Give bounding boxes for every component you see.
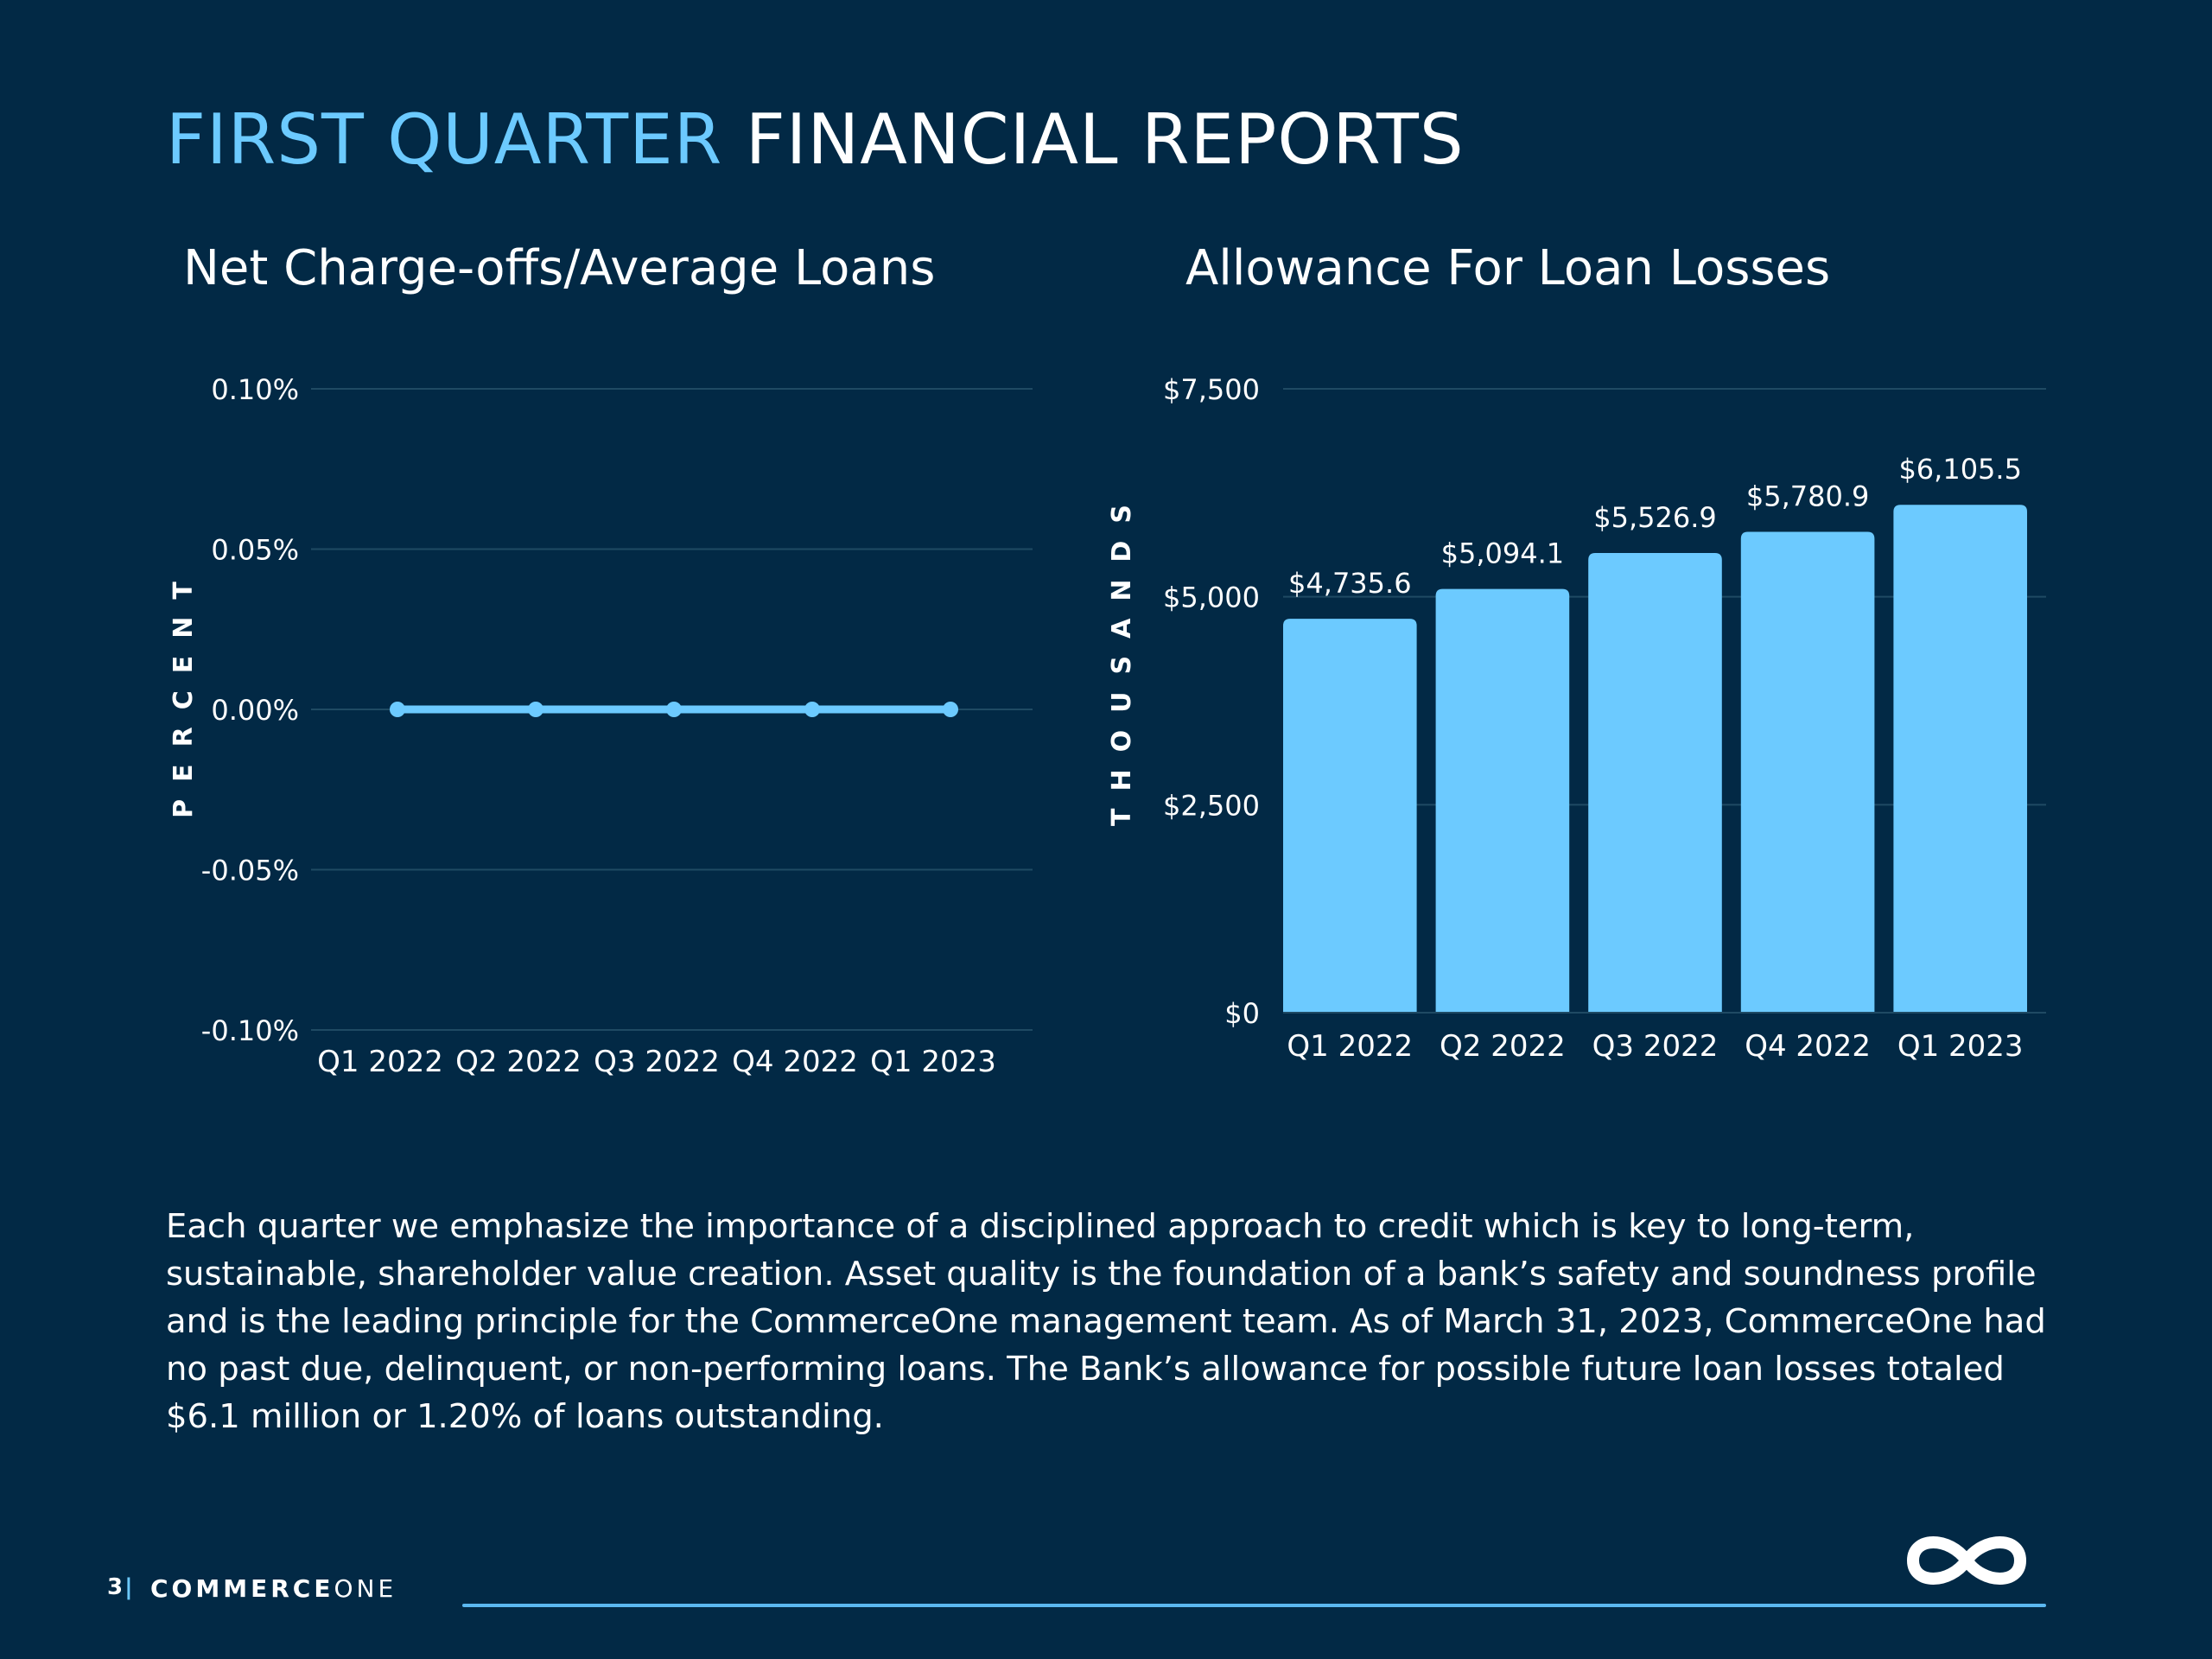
brand-bold: COMMERCE	[150, 1574, 334, 1603]
page-title-accent: FIRST QUARTER	[166, 99, 723, 180]
line-chart-x-tick-label: Q3 2022	[594, 1045, 720, 1079]
line-chart-point	[666, 702, 682, 717]
line-chart-x-tick-label: Q1 2023	[870, 1045, 996, 1079]
bar-chart-data-label: $5,094.1	[1441, 537, 1565, 570]
bar-chart-data-label: $5,780.9	[1746, 480, 1870, 512]
bar-chart-bar	[1435, 588, 1570, 1013]
bar-chart-data-label: $5,526.9	[1593, 501, 1717, 534]
line-chart-y-tick-label: 0.05%	[211, 534, 299, 567]
bar-chart-y-tick-label: $7,500	[1163, 373, 1260, 406]
bar-chart-data-label: $6,105.5	[1898, 453, 2022, 486]
line-chart-point	[943, 702, 958, 717]
infinity-icon	[1906, 1536, 2027, 1585]
line-chart-y-axis-label: PERCENT	[168, 564, 199, 818]
bar-chart-bar	[1588, 552, 1722, 1013]
bar-chart-x-tick-label: Q4 2022	[1745, 1029, 1871, 1064]
line-chart-y-tick-label: -0.10%	[201, 1014, 299, 1047]
line-chart-point	[804, 702, 820, 717]
brand-light: ONE	[334, 1574, 397, 1603]
line-chart-x-tick-label: Q2 2022	[455, 1045, 582, 1079]
line-chart-x-tick-label: Q1 2022	[317, 1045, 443, 1079]
line-chart-point	[528, 702, 543, 717]
bar-chart-x-tick-label: Q2 2022	[1440, 1029, 1566, 1064]
bar-chart-x-tick-label: Q1 2022	[1287, 1029, 1413, 1064]
page-number-separator: |	[124, 1574, 135, 1600]
bar-chart-bar	[1740, 531, 1875, 1013]
bar-chart-x-tick-label: Q3 2022	[1592, 1029, 1719, 1064]
page-number: 3|	[107, 1574, 135, 1600]
brand-wordmark: COMMERCEONE	[150, 1574, 397, 1603]
line-chart-x-tick-label: Q4 2022	[732, 1045, 858, 1079]
charts-canvas: 0.10% 0.05% 0.00% -0.05% -0.10% Q1 2022 Q2 202…	[168, 373, 2046, 1079]
bar-chart-y-tick-label: $0	[1224, 997, 1260, 1030]
bar-chart-bar	[1283, 619, 1417, 1013]
bar-chart-data-label: $4,735.6	[1288, 567, 1412, 600]
bar-chart-y-axis-label: THOUSANDS	[1107, 487, 1137, 826]
bar-chart-x-tick-label: Q1 2023	[1897, 1029, 2024, 1064]
bar-chart-bar	[1893, 505, 2027, 1013]
line-chart-y-tick-label: -0.05%	[201, 855, 299, 887]
page-title-rest: FINANCIAL REPORTS	[745, 99, 1465, 180]
bar-chart-title: Allowance For Loan Losses	[1185, 240, 1831, 296]
line-chart-title: Net Charge-offs/Average Loans	[183, 240, 936, 296]
footer-divider	[462, 1604, 2046, 1607]
line-chart-y-tick-label: 0.10%	[211, 373, 299, 406]
page-number-value: 3	[107, 1574, 125, 1600]
line-chart-y-tick-label: 0.00%	[211, 694, 299, 727]
body-paragraph: Each quarter we emphasize the importance…	[166, 1207, 2046, 1436]
bar-chart-y-tick-label: $2,500	[1163, 789, 1260, 822]
line-chart-point	[390, 702, 405, 717]
page-title: FIRST QUARTER FINANCIAL REPORTS	[166, 99, 1465, 180]
bar-chart-y-tick-label: $5,000	[1163, 582, 1260, 614]
